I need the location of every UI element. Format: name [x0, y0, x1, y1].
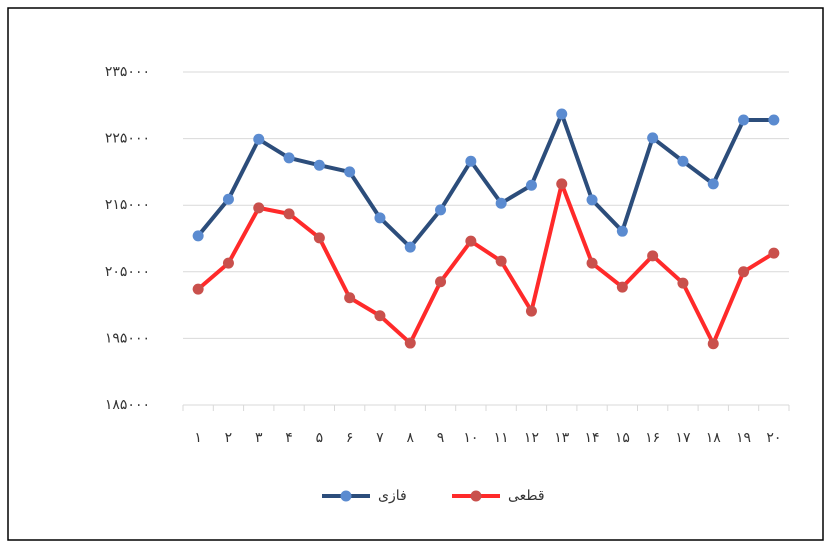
point: [677, 278, 688, 289]
point: [223, 194, 234, 205]
y-tick-label: ۲۲۵۰۰۰: [105, 131, 150, 147]
x-tick-label: ۸: [406, 430, 414, 446]
y-tick-label: ۱۸۵۰۰۰: [105, 397, 150, 413]
x-tick-label: ۱۴: [585, 430, 600, 446]
x-tick-label: ۱۹: [736, 430, 751, 446]
point: [708, 178, 719, 189]
x-tick-label: ۴: [285, 430, 293, 446]
x-tick-label: ۲۰: [766, 430, 781, 446]
point: [284, 208, 295, 219]
point: [677, 156, 688, 167]
point: [193, 230, 204, 241]
point: [405, 338, 416, 349]
point: [405, 242, 416, 253]
x-tick-label: ۱۵: [615, 430, 630, 446]
x-tick-label: ۱۷: [675, 430, 691, 446]
point: [617, 282, 628, 293]
legend-label: قطعی: [508, 488, 545, 504]
legend-marker: [471, 491, 482, 502]
x-tick-label: ۱۶: [645, 430, 660, 446]
x-tick-label: ۵: [316, 430, 324, 446]
point: [738, 114, 749, 125]
point: [314, 232, 325, 243]
x-tick-label: ۱۰: [463, 430, 478, 446]
point: [374, 212, 385, 223]
point: [556, 108, 567, 119]
legend-label: فازی: [378, 488, 407, 504]
point: [738, 266, 749, 277]
point: [526, 180, 537, 191]
point: [587, 258, 598, 269]
point: [223, 258, 234, 269]
point: [344, 166, 355, 177]
point: [284, 152, 295, 163]
point: [708, 338, 719, 349]
point: [314, 160, 325, 171]
point: [374, 310, 385, 321]
point: [647, 250, 658, 261]
point: [617, 226, 628, 237]
point: [465, 156, 476, 167]
point: [647, 132, 658, 143]
y-tick-label: ۱۹۵۰۰۰: [105, 330, 150, 346]
y-tick-label: ۲۱۵۰۰۰: [105, 197, 150, 213]
x-tick-label: ۹: [437, 430, 445, 446]
point: [435, 204, 446, 215]
x-tick-label: ۱: [194, 430, 202, 446]
point: [253, 134, 264, 145]
y-tick-label: ۲۳۵۰۰۰: [105, 64, 150, 80]
point: [556, 178, 567, 189]
point: [526, 306, 537, 317]
x-tick-label: ۷: [376, 430, 384, 446]
y-tick-label: ۲۰۵۰۰۰: [105, 264, 150, 280]
x-tick-label: ۶: [346, 430, 354, 446]
point: [435, 276, 446, 287]
point: [768, 114, 779, 125]
x-tick-label: ۱۱: [494, 430, 509, 446]
point: [496, 198, 507, 209]
point: [253, 202, 264, 213]
legend-marker: [341, 491, 352, 502]
point: [768, 248, 779, 259]
x-tick-label: ۱۳: [554, 430, 570, 446]
point: [344, 292, 355, 303]
point: [465, 236, 476, 247]
point: [193, 284, 204, 295]
chart: ۱۸۵۰۰۰۱۹۵۰۰۰۲۰۵۰۰۰۲۱۵۰۰۰۲۲۵۰۰۰۲۳۵۰۰۰۱۲۳۴…: [0, 0, 832, 541]
x-tick-label: ۲: [225, 430, 233, 446]
x-tick-label: ۳: [255, 430, 263, 446]
point: [587, 194, 598, 205]
x-tick-label: ۱۸: [706, 430, 722, 446]
x-tick-label: ۱۲: [524, 430, 539, 446]
point: [496, 256, 507, 267]
